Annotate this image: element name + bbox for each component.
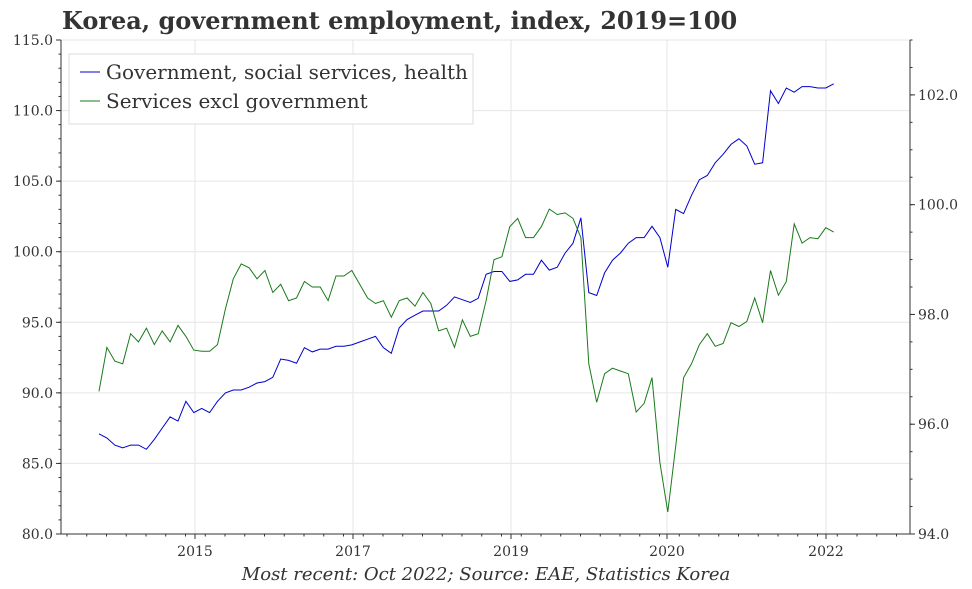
series-lines [98, 83, 834, 513]
legend-label-1: Government, social services, health [106, 60, 468, 84]
left-tick-label: 95.0 [22, 315, 53, 331]
left-tick-label: 90.0 [22, 386, 53, 402]
x-tick-label: 2022 [808, 544, 844, 560]
chart-title: Korea, government employment, index, 201… [62, 6, 738, 35]
x-tick-label: 2019 [493, 544, 529, 560]
axes: 80.0 85.0 90.0 95.0 100.0 105.0 110.0 115.0 94.0… [13, 33, 958, 560]
legend-label-2: Services excl government [106, 89, 368, 113]
series-line-1 [98, 83, 834, 450]
chart-footer: Most recent: Oct 2022; Source: EAE, Stat… [241, 564, 731, 585]
legend: Government, social services, health Servi… [68, 53, 474, 125]
right-tick-label: 98.0 [918, 307, 949, 323]
left-tick-label: 105.0 [13, 174, 53, 190]
left-tick-label: 115.0 [13, 33, 53, 49]
left-tick-label: 85.0 [22, 456, 53, 472]
right-tick-label: 94.0 [918, 527, 949, 543]
right-tick-label: 102.0 [918, 88, 958, 104]
right-tick-label: 96.0 [918, 417, 949, 433]
x-tick-label: 2017 [335, 544, 371, 560]
left-tick-label: 100.0 [13, 245, 53, 261]
series-line-2 [98, 208, 834, 513]
legend-box [68, 53, 474, 125]
left-tick-label: 110.0 [13, 104, 53, 120]
x-tick-label: 2020 [649, 544, 685, 560]
x-tick-label: 2015 [177, 544, 213, 560]
left-tick-label: 80.0 [22, 527, 53, 543]
right-tick-label: 100.0 [918, 198, 958, 214]
